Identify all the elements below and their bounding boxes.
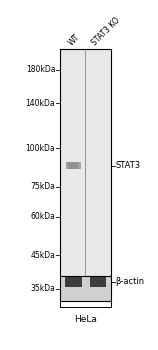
Bar <box>60 276 111 301</box>
Bar <box>60 49 111 276</box>
Text: 45kDa: 45kDa <box>30 251 55 260</box>
Text: 60kDa: 60kDa <box>30 212 55 221</box>
Text: 75kDa: 75kDa <box>30 182 55 191</box>
Text: 35kDa: 35kDa <box>30 285 55 294</box>
Text: STAT3: STAT3 <box>115 161 140 170</box>
Text: 180kDa: 180kDa <box>26 65 55 74</box>
Text: STAT3 KO: STAT3 KO <box>90 16 122 47</box>
Text: HeLa: HeLa <box>74 315 97 324</box>
Text: WT: WT <box>66 32 81 47</box>
Text: 140kDa: 140kDa <box>26 99 55 108</box>
Text: β-actin: β-actin <box>115 277 144 286</box>
Bar <box>65 276 82 287</box>
Bar <box>68 162 79 169</box>
Text: 100kDa: 100kDa <box>26 144 55 153</box>
Bar <box>90 276 106 287</box>
Bar <box>66 162 81 169</box>
